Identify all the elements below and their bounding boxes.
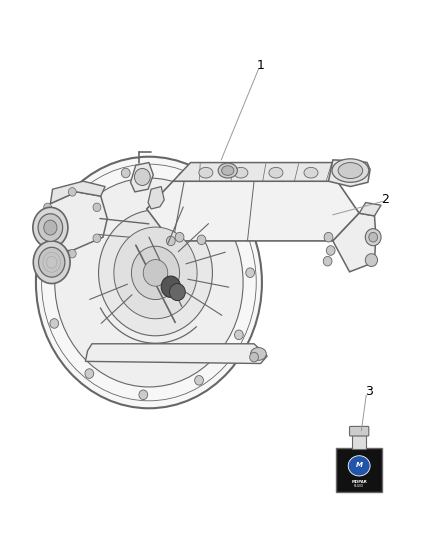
Ellipse shape — [332, 159, 369, 182]
Ellipse shape — [222, 166, 234, 175]
Ellipse shape — [99, 210, 212, 336]
Ellipse shape — [121, 168, 130, 178]
Ellipse shape — [50, 319, 59, 328]
Ellipse shape — [218, 163, 237, 178]
Ellipse shape — [38, 214, 63, 241]
Ellipse shape — [326, 246, 335, 255]
Ellipse shape — [139, 390, 148, 400]
FancyBboxPatch shape — [350, 426, 369, 436]
Ellipse shape — [324, 232, 333, 242]
Ellipse shape — [71, 199, 80, 209]
Polygon shape — [359, 203, 381, 216]
Ellipse shape — [45, 255, 54, 265]
Bar — [352, 435, 366, 449]
Ellipse shape — [44, 203, 52, 212]
Text: 2: 2 — [381, 193, 389, 206]
Ellipse shape — [246, 268, 254, 278]
Polygon shape — [173, 163, 350, 181]
Ellipse shape — [194, 376, 203, 385]
Polygon shape — [147, 181, 359, 241]
Ellipse shape — [36, 157, 262, 408]
Polygon shape — [131, 163, 153, 192]
Ellipse shape — [365, 254, 378, 266]
Ellipse shape — [250, 352, 258, 362]
Ellipse shape — [131, 246, 180, 300]
Ellipse shape — [39, 247, 65, 277]
Ellipse shape — [304, 167, 318, 178]
Text: 3: 3 — [365, 385, 373, 398]
Ellipse shape — [323, 256, 332, 266]
Ellipse shape — [338, 163, 363, 179]
Ellipse shape — [93, 234, 101, 243]
Polygon shape — [148, 187, 164, 209]
Ellipse shape — [199, 167, 213, 178]
Ellipse shape — [369, 232, 378, 242]
Polygon shape — [328, 160, 370, 187]
Text: FLUID: FLUID — [354, 484, 364, 488]
Ellipse shape — [44, 234, 52, 243]
Ellipse shape — [33, 241, 70, 284]
Ellipse shape — [161, 276, 180, 297]
Text: M: M — [356, 462, 363, 468]
Text: 1: 1 — [257, 59, 265, 71]
Polygon shape — [50, 181, 105, 204]
Ellipse shape — [197, 235, 206, 245]
Ellipse shape — [68, 249, 76, 258]
Ellipse shape — [365, 229, 381, 246]
Ellipse shape — [234, 167, 248, 178]
Ellipse shape — [348, 456, 370, 476]
Ellipse shape — [234, 330, 243, 340]
Ellipse shape — [143, 260, 168, 286]
Ellipse shape — [269, 167, 283, 178]
Ellipse shape — [33, 207, 68, 248]
Ellipse shape — [85, 369, 94, 378]
Polygon shape — [333, 213, 376, 272]
Text: MOPAR: MOPAR — [351, 480, 367, 484]
Ellipse shape — [114, 227, 197, 319]
Ellipse shape — [225, 209, 233, 219]
FancyBboxPatch shape — [336, 448, 382, 492]
Ellipse shape — [44, 220, 57, 235]
Ellipse shape — [134, 168, 150, 185]
Ellipse shape — [68, 188, 76, 196]
Ellipse shape — [55, 178, 243, 387]
Polygon shape — [85, 344, 267, 364]
Ellipse shape — [175, 232, 184, 242]
Polygon shape — [39, 192, 107, 251]
Ellipse shape — [170, 284, 185, 301]
Ellipse shape — [179, 172, 187, 181]
Ellipse shape — [251, 348, 266, 360]
Ellipse shape — [166, 236, 175, 246]
Ellipse shape — [93, 203, 101, 212]
